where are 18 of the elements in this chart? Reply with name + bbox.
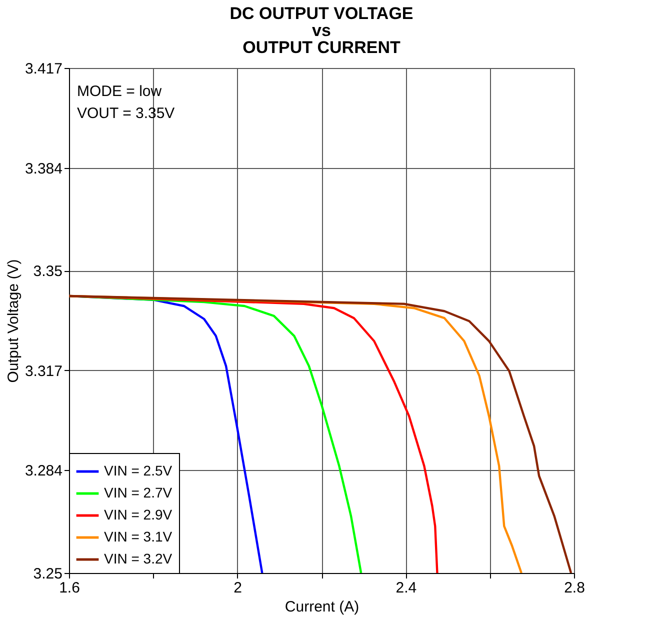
legend-label: VIN = 2.7V bbox=[104, 484, 173, 500]
legend-label: VIN = 2.9V bbox=[104, 506, 173, 522]
legend-label: VIN = 3.2V bbox=[104, 550, 173, 566]
x-tick-label: 2.8 bbox=[564, 580, 585, 596]
y-tick-label: 3.384 bbox=[24, 160, 62, 178]
x-axis-title: Current (A) bbox=[284, 598, 360, 616]
y-axis-title: Output Voltage (V) bbox=[4, 259, 22, 383]
x-tick-label: 2.4 bbox=[396, 580, 417, 596]
y-tick-label: 3.317 bbox=[24, 362, 62, 380]
y-tick-label: 3.35 bbox=[33, 263, 62, 280]
x-tick-label: 1.6 bbox=[59, 580, 80, 596]
y-tick-label: 3.417 bbox=[24, 60, 62, 78]
legend-label: VIN = 2.5V bbox=[104, 462, 173, 478]
y-tick-label: 3.284 bbox=[24, 462, 62, 480]
legend-label: VIN = 3.1V bbox=[104, 528, 173, 544]
chart-title: DC OUTPUT VOLTAGE vs OUTPUT CURRENT bbox=[230, 4, 414, 57]
x-tick-label: 2 bbox=[234, 580, 242, 596]
y-tick-label: 3.25 bbox=[33, 566, 62, 582]
